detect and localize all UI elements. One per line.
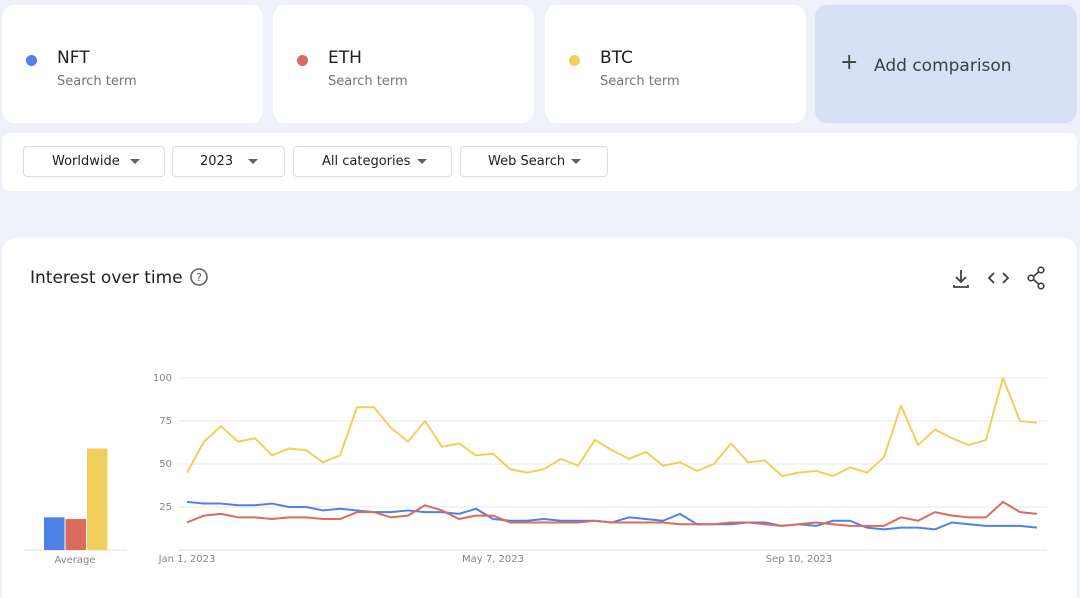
average-bar xyxy=(87,448,108,550)
term-subtitle: Search term xyxy=(328,74,408,89)
term-dot xyxy=(26,55,37,66)
term-card[interactable]: NFT Search term xyxy=(2,5,263,123)
term-card[interactable]: ETH Search term xyxy=(273,5,534,123)
help-icon[interactable]: ? xyxy=(190,268,208,286)
chart: Interest over time ? 25 50 75 100 Jan 1, 202… xyxy=(24,266,1047,566)
dropdown-arrow xyxy=(248,159,258,164)
dropdown-arrow xyxy=(417,159,427,164)
svg-text:?: ? xyxy=(196,271,202,284)
x-tick-label: Jan 1, 2023 xyxy=(158,554,216,565)
term-dot xyxy=(297,55,308,66)
filter-label: All categories xyxy=(322,154,411,169)
series-line xyxy=(186,377,1038,478)
y-tick-label: 25 xyxy=(159,502,172,513)
filter-label: Web Search xyxy=(488,154,566,169)
average-label: Average xyxy=(54,555,95,566)
download-icon[interactable] xyxy=(953,270,969,288)
term-name: BTC xyxy=(600,48,633,68)
x-tick-label: May 7, 2023 xyxy=(462,554,524,565)
term-name: NFT xyxy=(57,48,90,68)
plus-icon: + xyxy=(840,50,859,75)
filter-label: Worldwide xyxy=(52,154,120,169)
filter-label: 2023 xyxy=(200,154,234,169)
panel-title: Interest over time xyxy=(30,268,183,288)
add-comparison[interactable]: + Add comparison xyxy=(815,5,1077,123)
average-bar xyxy=(44,517,65,550)
y-tick-label: 50 xyxy=(159,459,172,470)
series-line xyxy=(186,500,1038,527)
filter-dropdown[interactable]: 2023 xyxy=(172,146,285,177)
filter-dropdown[interactable]: Web Search xyxy=(460,146,608,177)
average-bar xyxy=(65,519,86,550)
share-icon[interactable] xyxy=(1027,266,1045,290)
term-subtitle: Search term xyxy=(57,74,137,89)
y-tick-label: 100 xyxy=(153,373,172,384)
term-card[interactable]: BTC Search term xyxy=(545,5,806,123)
term-subtitle: Search term xyxy=(600,74,680,89)
filter-dropdown[interactable]: Worldwide xyxy=(23,146,165,177)
dropdown-arrow xyxy=(571,159,581,164)
filter-bar: Worldwide 2023 All categories Web Search xyxy=(2,133,1077,191)
embed-icon[interactable] xyxy=(987,272,1010,284)
add-comparison-label: Add comparison xyxy=(874,56,1012,76)
dropdown-arrow xyxy=(130,159,140,164)
series-line xyxy=(186,500,1038,531)
filter-dropdown[interactable]: All categories xyxy=(293,146,452,177)
y-tick-label: 75 xyxy=(159,416,172,427)
x-tick-label: Sep 10, 2023 xyxy=(766,554,833,565)
term-dot xyxy=(569,55,580,66)
term-name: ETH xyxy=(328,48,362,68)
